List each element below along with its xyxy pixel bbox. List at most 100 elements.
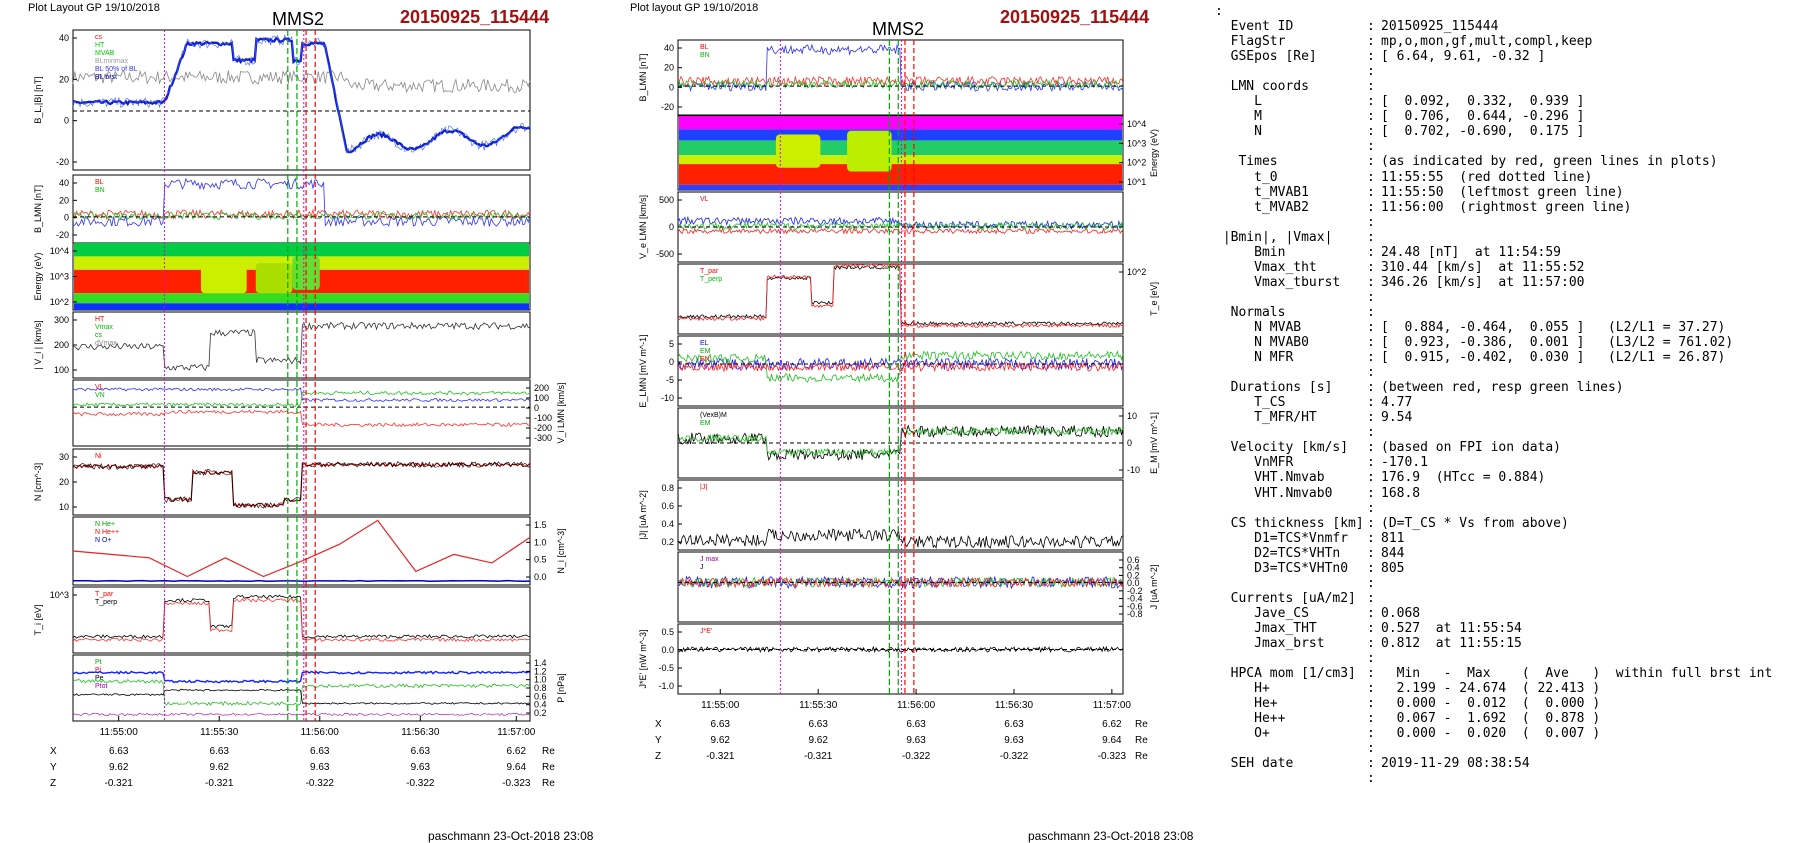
series-line <box>72 519 531 578</box>
position-value: -0.321 <box>205 778 234 789</box>
info-key <box>1215 215 1367 230</box>
left-footer: paschmann 23-Oct-2018 23:08 <box>428 829 594 843</box>
panel-frame <box>72 654 531 722</box>
info-key: t_MVAB2 <box>1215 199 1309 215</box>
series-line <box>677 263 1124 329</box>
info-key: VHT.Nmvab <box>1215 470 1325 486</box>
info-value: (D=T_CS * Vs from above) <box>1381 515 1569 531</box>
info-row: M: [ 0.706, 0.644, -0.296 ] <box>1215 109 1800 124</box>
info-colon: : <box>1367 199 1375 215</box>
info-colon: : <box>1367 590 1375 606</box>
legend-entry: BN <box>95 187 105 194</box>
position-value: 9.63 <box>411 762 431 773</box>
legend-entry: T_par <box>95 591 114 598</box>
x-tick-label: 11:57:00 <box>497 727 536 738</box>
info-value: 176.9 (HTcc = 0.884) <box>1381 470 1546 486</box>
info-key: Jave_CS <box>1215 605 1309 621</box>
info-row: H+: 2.199 - 24.674 ( 22.413 ) <box>1215 681 1800 696</box>
position-value: 9.62 <box>808 735 828 746</box>
middle-header: Plot layout GP 19/10/2018 <box>630 2 759 14</box>
y-tick-label: 0 <box>64 116 69 126</box>
panel-8: 0.60.40.20.0-0.2-0.4-0.6-0.8 J [uA m^-2] J… <box>677 551 1159 623</box>
x-tick-label: 11:55:00 <box>100 727 139 738</box>
info-colon: : <box>1367 500 1375 516</box>
series-line <box>677 43 1124 93</box>
info-colon: : <box>1367 214 1375 230</box>
y-tick-label: 200 <box>534 383 549 393</box>
info-key: T_CS <box>1215 395 1286 411</box>
y-axis-label: Energy (eV) <box>33 252 43 300</box>
y-tick-label: 5 <box>669 339 674 349</box>
position-value: 6.63 <box>808 719 828 730</box>
y-axis-label: J [uA m^-2] <box>1149 565 1159 610</box>
x-tick-label: 11:55:30 <box>799 700 838 711</box>
y-tick-label: 30 <box>59 452 69 462</box>
info-colon: : <box>1367 64 1375 80</box>
info-value: 20150925_115444 <box>1381 19 1499 35</box>
info-row: : <box>1215 576 1800 591</box>
position-value: -0.322 <box>902 751 931 762</box>
info-colon: : <box>1367 756 1375 772</box>
panel-frame <box>72 516 531 586</box>
position-value: 9.63 <box>310 762 330 773</box>
info-row: L: [ 0.092, 0.332, 0.939 ] <box>1215 94 1800 109</box>
y-tick-label: 0.4 <box>1127 563 1140 573</box>
info-colon: : <box>1367 711 1375 727</box>
info-colon: : <box>1367 620 1375 636</box>
position-unit: Re <box>542 778 555 789</box>
info-value: [ 0.923, -0.386, 0.001 ] (L3/L2 = 761.02… <box>1381 335 1734 351</box>
info-row: t_MVAB2:11:56:00 (rightmost green line) <box>1215 200 1800 215</box>
series-line <box>72 688 531 705</box>
position-value: 6.63 <box>411 746 431 757</box>
position-value: -0.321 <box>105 778 134 789</box>
series-line <box>72 598 531 643</box>
position-row-label: X <box>655 719 662 730</box>
info-colon: : <box>1367 395 1375 411</box>
info-key <box>1215 771 1367 786</box>
y-tick-label: 0.8 <box>661 483 674 493</box>
info-key: H+ <box>1215 681 1270 697</box>
event-info-text: : Event ID:20150925_115444 FlagStr: mp,o,… <box>1215 4 1800 786</box>
y-tick-label: 1.4 <box>534 658 547 668</box>
legend-entry: VL <box>95 384 104 391</box>
legend-entry: EM <box>700 348 711 355</box>
spectrogram-band <box>679 164 1122 185</box>
y-tick-label: 20 <box>59 477 69 487</box>
spectrogram-band <box>74 243 529 257</box>
info-colon: : <box>1367 304 1375 320</box>
info-key: D1=TCS*Vnmfr <box>1215 530 1349 546</box>
series-line <box>72 211 531 221</box>
info-colon: : <box>1367 651 1375 667</box>
series-line <box>677 426 1124 458</box>
position-value: 9.64 <box>1102 735 1122 746</box>
info-row: He++: 0.067 - 1.692 ( 0.878 ) <box>1215 711 1800 726</box>
y-tick-label: -20 <box>661 102 674 112</box>
left-event-title: 20150925_115444 <box>400 7 550 27</box>
position-value: 6.63 <box>1004 719 1024 730</box>
y-tick-label: -500 <box>656 249 674 259</box>
info-key <box>1215 741 1367 756</box>
info-key: D3=TCS*VHTn0 <box>1215 560 1349 576</box>
info-key <box>1215 425 1367 440</box>
info-key <box>1215 139 1367 154</box>
series-line <box>677 528 1124 550</box>
legend-entry: EM <box>700 420 711 427</box>
info-key: CS thickness [km] <box>1215 515 1364 531</box>
info-colon: : <box>1367 696 1375 712</box>
info-value: [ 0.092, 0.332, 0.939 ] <box>1381 94 1585 110</box>
info-row: N MVAB0: [ 0.923, -0.386, 0.001 ] (L3/L2 … <box>1215 335 1800 350</box>
position-value: 6.63 <box>906 719 926 730</box>
series-line <box>677 227 1124 235</box>
y-tick-label: 1.2 <box>534 666 547 676</box>
panel-6: 30 20 10 N [cm^-3] Ni <box>33 448 531 516</box>
info-row: Vmax_tht:310.44 [km/s] at 11:55:52 <box>1215 260 1800 275</box>
series-line <box>72 36 531 154</box>
info-colon: : <box>1367 244 1375 260</box>
legend-entry: N He++ <box>95 529 119 536</box>
y-tick-label: 0.6 <box>661 501 674 511</box>
position-value: -0.323 <box>1098 751 1127 762</box>
position-value: 6.62 <box>1102 719 1122 730</box>
